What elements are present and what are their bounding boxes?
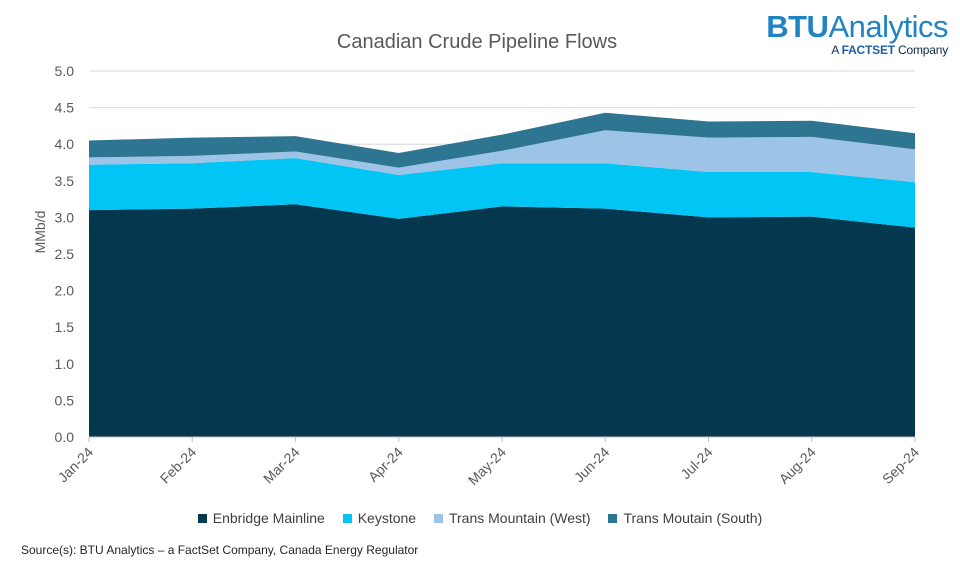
y-axis-label: MMb/d xyxy=(32,211,48,254)
legend-item: Trans Mountain (West) xyxy=(433,510,591,526)
legend-label: Trans Moutain (South) xyxy=(623,510,763,526)
area-enbridge-mainline xyxy=(89,204,915,437)
y-tick-label: 4.5 xyxy=(55,100,75,116)
area-trans-mountain-west xyxy=(89,130,915,183)
logo-sub-prefix: A xyxy=(831,43,842,57)
source-note: Source(s): BTU Analytics – a FactSet Com… xyxy=(21,543,419,557)
y-tick-label: 0.0 xyxy=(55,429,75,445)
y-tick-label: 3.0 xyxy=(55,209,75,225)
area-trans-moutain-south xyxy=(89,112,915,168)
x-tick-label: Jan-24 xyxy=(55,444,97,486)
legend-label: Trans Mountain (West) xyxy=(448,510,591,526)
y-tick-label: 2.5 xyxy=(55,246,75,262)
legend-item: Enbridge Mainline xyxy=(197,510,325,526)
legend-swatch xyxy=(433,514,443,523)
x-tick-label: Aug-24 xyxy=(776,444,819,487)
legend-item: Keystone xyxy=(342,510,417,526)
legend-swatch xyxy=(197,514,207,523)
logo-wordmark: BTUAnalytics xyxy=(766,10,948,44)
logo-sub-bold: FACTSET xyxy=(841,43,895,57)
legend-swatch xyxy=(342,514,352,523)
logo-subline: A FACTSET Company xyxy=(766,43,948,57)
x-tick-label: Jun-24 xyxy=(571,444,613,486)
area-keystone xyxy=(89,158,915,228)
area-series xyxy=(89,112,915,437)
x-tick-label: Feb-24 xyxy=(157,444,200,487)
x-tick-label: Apr-24 xyxy=(365,444,406,485)
chart-legend: Enbridge Mainline Keystone Trans Mountai… xyxy=(0,510,960,526)
x-tick-label: May-24 xyxy=(465,444,509,488)
legend-label: Keystone xyxy=(357,510,417,526)
logo-brand-bold: BTU xyxy=(766,9,829,44)
legend-swatch xyxy=(608,514,618,523)
x-tick-label: Mar-24 xyxy=(260,444,303,487)
logo-brand-rest: Analytics xyxy=(828,9,948,44)
legend-label: Enbridge Mainline xyxy=(212,510,325,526)
y-tick-label: 4.0 xyxy=(55,136,75,152)
btu-analytics-logo: BTUAnalytics A FACTSET Company xyxy=(766,10,948,58)
y-tick-label: 2.0 xyxy=(55,283,75,299)
y-tick-label: 1.5 xyxy=(55,319,75,335)
x-tick-label: Sep-24 xyxy=(879,444,922,487)
y-tick-label: 1.0 xyxy=(55,356,75,372)
x-tick-label: Jul-24 xyxy=(677,444,715,482)
y-tick-label: 5.0 xyxy=(55,63,75,79)
y-tick-label: 0.5 xyxy=(55,392,75,408)
y-tick-label: 3.5 xyxy=(55,173,75,189)
legend-item: Trans Moutain (South) xyxy=(608,510,762,526)
chart-title: Canadian Crude Pipeline Flows xyxy=(337,31,617,53)
logo-sub-suffix: Company xyxy=(894,43,948,57)
y-axis-ticks: 0.0 0.5 1.0 1.5 2.0 2.5 3.0 3.5 4.0 4.5 5.0 xyxy=(55,63,75,445)
x-axis-ticks: Jan-24 Feb-24 Mar-24 Apr-24 May-24 Jun-24 Jul-… xyxy=(55,437,922,488)
